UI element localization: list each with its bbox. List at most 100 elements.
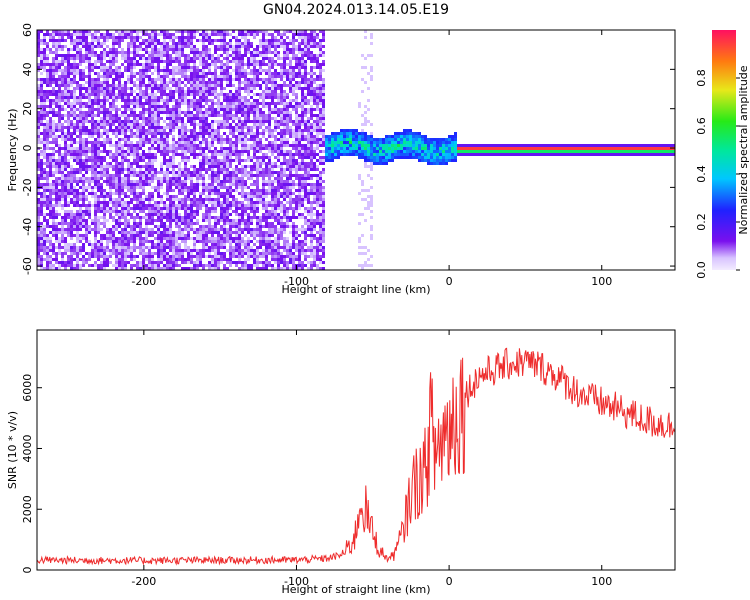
spectrogram-cell	[190, 141, 193, 144]
spectrogram-cell	[145, 222, 148, 225]
spectrogram-cell	[229, 102, 232, 105]
spectrogram-cell	[196, 255, 199, 258]
spectrogram-cell	[82, 105, 85, 108]
spectrogram-cell	[184, 186, 187, 189]
spectrogram-cell	[151, 93, 154, 96]
spectrogram-cell	[175, 114, 178, 117]
spectrogram-cell	[217, 60, 220, 63]
spectrogram-cell	[235, 114, 238, 117]
spectrogram-cell	[166, 99, 169, 102]
spectrogram-cell	[256, 81, 259, 84]
spectrogram-cell	[259, 126, 262, 129]
spectrogram-cell	[244, 72, 247, 75]
spectrogram-cell	[103, 267, 106, 270]
spectrogram-cell	[88, 132, 91, 135]
spectrogram-cell	[154, 54, 157, 57]
spectrogram-cell	[55, 126, 58, 129]
spectrogram-cell	[160, 144, 163, 147]
spectrogram-cell	[46, 45, 49, 48]
spectrogram-cell	[145, 165, 148, 168]
spectrogram-cell	[124, 159, 127, 162]
spectrogram-cell	[256, 135, 259, 138]
spectrogram-cell	[40, 264, 43, 267]
spectrogram-cell	[196, 84, 199, 87]
spectrogram-cell	[268, 168, 271, 171]
spectrogram-cell	[67, 111, 70, 114]
spectrogram-cell	[247, 42, 250, 45]
spectrogram-cell	[265, 237, 268, 240]
spectrogram-cell	[220, 54, 223, 57]
spectrogram-cell	[220, 90, 223, 93]
spectrogram-cell	[190, 57, 193, 60]
spectrogram-cell	[130, 69, 133, 72]
spectrogram-cell	[181, 39, 184, 42]
spectrogram-cell	[67, 99, 70, 102]
spectrogram-cell	[268, 39, 271, 42]
spectrogram-cell	[199, 90, 202, 93]
spectrogram-cell	[76, 177, 79, 180]
spectrogram-cell	[82, 210, 85, 213]
spectrogram-cell	[37, 168, 40, 171]
spectrogram-cell	[148, 105, 151, 108]
spectrogram-cell	[79, 204, 82, 207]
spectrogram-cell	[100, 255, 103, 258]
spectrogram-cell	[151, 207, 154, 210]
spectrogram-cell	[52, 75, 55, 78]
spectrogram-cell	[139, 222, 142, 225]
spectrogram-cell	[118, 114, 121, 117]
spectrogram-cell	[121, 147, 124, 150]
spectrogram-cell	[163, 42, 166, 45]
spectrogram-cell	[145, 138, 148, 141]
spectrogram-cell	[43, 138, 46, 141]
spectrogram-cell	[79, 117, 82, 120]
spectrogram-cell	[247, 78, 250, 81]
spectrogram-cell	[202, 48, 205, 51]
spectrogram-cell	[94, 240, 97, 243]
spectrogram-cell	[214, 87, 217, 90]
spectrogram-cell	[208, 36, 211, 39]
spectrogram-cell	[166, 141, 169, 144]
spectrogram-cell	[184, 159, 187, 162]
spectrogram-cell	[232, 48, 235, 51]
spectrogram-cell	[163, 264, 166, 267]
spectrogram-cell	[148, 69, 151, 72]
spectrogram-cell	[49, 240, 52, 243]
spectrogram-cell	[247, 240, 250, 243]
spectrogram-cell	[172, 69, 175, 72]
spectrogram-cell	[85, 204, 88, 207]
spectrogram-cell	[124, 120, 127, 123]
spectrogram-cell	[61, 138, 64, 141]
spectrogram-cell	[70, 111, 73, 114]
spectrogram-cell	[226, 228, 229, 231]
spectrogram-cell	[178, 171, 181, 174]
spectrogram-cell	[223, 198, 226, 201]
spectrogram-cell	[160, 267, 163, 270]
spectrogram-cell	[94, 216, 97, 219]
spectrogram-cell	[97, 150, 100, 153]
spectrogram-cell	[94, 186, 97, 189]
spectrogram-cell	[61, 171, 64, 174]
spectrogram-cell	[58, 183, 61, 186]
spectrogram-cell	[199, 69, 202, 72]
spectrogram-cell	[250, 264, 253, 267]
spectrogram-cell	[100, 90, 103, 93]
spectrogram-cell	[100, 105, 103, 108]
spectrogram-cell	[169, 195, 172, 198]
spectrogram-cell	[148, 165, 151, 168]
spectrogram-cell	[124, 144, 127, 147]
spectrogram-cell	[88, 30, 91, 33]
spectrogram-cell	[157, 129, 160, 132]
spectrogram-cell	[106, 81, 109, 84]
spectrogram-cell	[64, 267, 67, 270]
spectrogram-cell	[241, 57, 244, 60]
spectrogram-cell	[175, 207, 178, 210]
spectrogram-cell	[223, 177, 226, 180]
spectrogram-cell	[82, 126, 85, 129]
spectrogram-cell	[262, 42, 265, 45]
spectrogram-cell	[223, 207, 226, 210]
spectrogram-cell	[127, 45, 130, 48]
spectrogram-cell	[235, 63, 238, 66]
spectrogram-cell	[166, 180, 169, 183]
spectrogram-cell	[190, 249, 193, 252]
spectrogram-cell	[64, 96, 67, 99]
